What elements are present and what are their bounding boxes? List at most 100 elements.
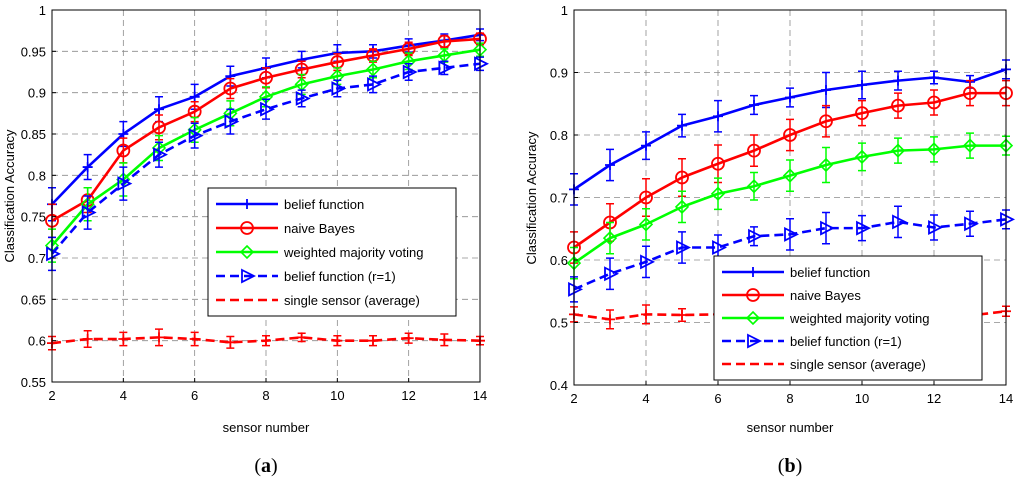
legend-marker-b-0 <box>748 267 758 277</box>
y-axis-label-b: Classification Accuracy <box>524 131 539 264</box>
data-point-a-0 <box>118 129 129 139</box>
legend-b: belief function naive Bayes weighted major… <box>713 255 983 381</box>
data-point-b-2 <box>854 149 870 165</box>
legend-label-a-4: single sensor (average) <box>284 293 420 308</box>
legend-marker-a-0 <box>242 199 252 209</box>
series-b-3 <box>568 205 1016 303</box>
y-tick-label-b: 0.7 <box>550 191 568 206</box>
legend-items-a: belief function naive Bayes weighted major… <box>216 197 423 308</box>
y-tick-label-a: 0.9 <box>28 86 46 101</box>
data-point-b-2 <box>782 168 798 183</box>
data-point-a-4 <box>225 337 236 348</box>
panel-label-a: (a) <box>254 455 277 477</box>
legend-marker-a-1 <box>240 221 254 235</box>
legend-label-b-2: weighted majority voting <box>789 311 929 326</box>
data-point-b-0 <box>929 72 939 83</box>
y-tick-label-b: 0.9 <box>550 66 568 81</box>
error-bar-b-3 <box>606 257 614 291</box>
data-point-a-3 <box>367 76 383 92</box>
data-point-a-1 <box>437 34 452 49</box>
x-tick-label-b: 6 <box>714 391 721 406</box>
legend-label-b-3: belief function (r=1) <box>790 334 902 349</box>
series-line-b-1 <box>573 91 1006 249</box>
y-tick-label-a: 0.8 <box>28 168 46 183</box>
data-point-a-4 <box>82 334 93 345</box>
legend-marker-b-2 <box>745 310 761 326</box>
series-line-b-3 <box>573 218 1007 291</box>
series-a-3 <box>46 56 490 272</box>
y-tick-label-a: 0.95 <box>21 44 46 59</box>
y-tick-label-a: 0.6 <box>28 334 46 349</box>
panel-label-a-letter: a <box>261 455 271 477</box>
data-point-b-2 <box>674 199 690 215</box>
data-point-a-3 <box>331 81 347 96</box>
data-point-b-2 <box>602 230 618 246</box>
data-point-b-3 <box>1000 211 1016 227</box>
data-point-a-4 <box>368 335 378 346</box>
x-tick-label-a: 14 <box>473 388 487 403</box>
x-tick-label-a: 10 <box>330 388 344 403</box>
data-point-a-0 <box>189 91 200 102</box>
error-bar-a-3 <box>83 195 92 230</box>
data-point-a-3 <box>295 90 311 106</box>
data-point-b-3 <box>928 220 944 235</box>
data-point-b-3 <box>748 228 764 244</box>
data-point-b-2 <box>746 179 762 194</box>
legend-marker-a-3 <box>241 268 257 284</box>
data-point-b-1 <box>855 106 869 121</box>
ticks-b: 2 4 6 8 10 12 14 0.4 0.5 0.6 0.7 0.8 0.9 1 <box>550 3 1013 406</box>
data-point-b-0 <box>641 140 651 151</box>
data-point-a-3 <box>474 56 490 72</box>
data-point-b-0 <box>893 75 903 86</box>
data-point-b-0 <box>677 120 687 131</box>
data-point-a-4 <box>189 334 200 345</box>
x-tick-label-a: 8 <box>262 388 269 403</box>
error-bar-b-3 <box>822 211 830 245</box>
x-axis-label-b: sensor number <box>747 420 834 435</box>
series-b <box>566 59 1016 330</box>
data-point-a-3 <box>402 64 418 80</box>
error-bar-a-3 <box>369 75 377 94</box>
data-point-a-1 <box>116 143 131 158</box>
legend-label-a-0: belief function <box>284 197 364 212</box>
data-point-b-0 <box>605 160 615 170</box>
data-point-b-0 <box>857 80 867 90</box>
data-point-b-4 <box>677 310 687 320</box>
data-point-b-1 <box>639 190 653 205</box>
legend-label-a-3: belief function (r=1) <box>284 269 396 284</box>
y-tick-label-a: 1 <box>39 3 46 18</box>
data-point-b-3 <box>640 254 656 270</box>
data-point-a-3 <box>153 147 169 163</box>
error-bar-a-3 <box>262 98 270 120</box>
data-point-b-2 <box>710 186 726 201</box>
data-point-a-3 <box>81 205 97 220</box>
x-tick-label-b: 12 <box>927 391 941 406</box>
legend-label-b-0: belief function <box>790 265 870 280</box>
data-point-a-4 <box>296 332 307 343</box>
x-tick-label-b: 10 <box>855 391 869 406</box>
data-point-b-4 <box>605 314 615 325</box>
data-point-a-1 <box>152 120 166 135</box>
data-point-a-4 <box>118 334 129 345</box>
data-point-b-3 <box>604 266 620 282</box>
error-bar-b-3 <box>894 205 902 239</box>
data-point-b-1 <box>675 170 689 185</box>
legend-label-a-2: weighted majority voting <box>283 245 423 260</box>
data-point-a-0 <box>82 162 93 173</box>
legend-marker-b-3 <box>747 333 763 349</box>
y-tick-label-b: 1 <box>561 3 568 18</box>
data-point-a-3 <box>260 101 276 117</box>
data-point-b-1 <box>963 86 977 101</box>
data-point-b-3 <box>892 214 908 230</box>
y-tick-label-b: 0.6 <box>550 253 568 268</box>
data-point-b-2 <box>962 138 978 153</box>
data-point-b-4 <box>641 309 651 320</box>
data-point-b-1 <box>783 128 797 142</box>
data-point-a-3 <box>224 114 240 130</box>
x-tick-label-a: 4 <box>120 388 127 403</box>
x-tick-label-a: 12 <box>401 388 415 403</box>
legend-marker-a-2 <box>239 244 255 260</box>
data-point-a-4 <box>439 334 450 345</box>
y-tick-label-a: 0.75 <box>21 210 46 225</box>
